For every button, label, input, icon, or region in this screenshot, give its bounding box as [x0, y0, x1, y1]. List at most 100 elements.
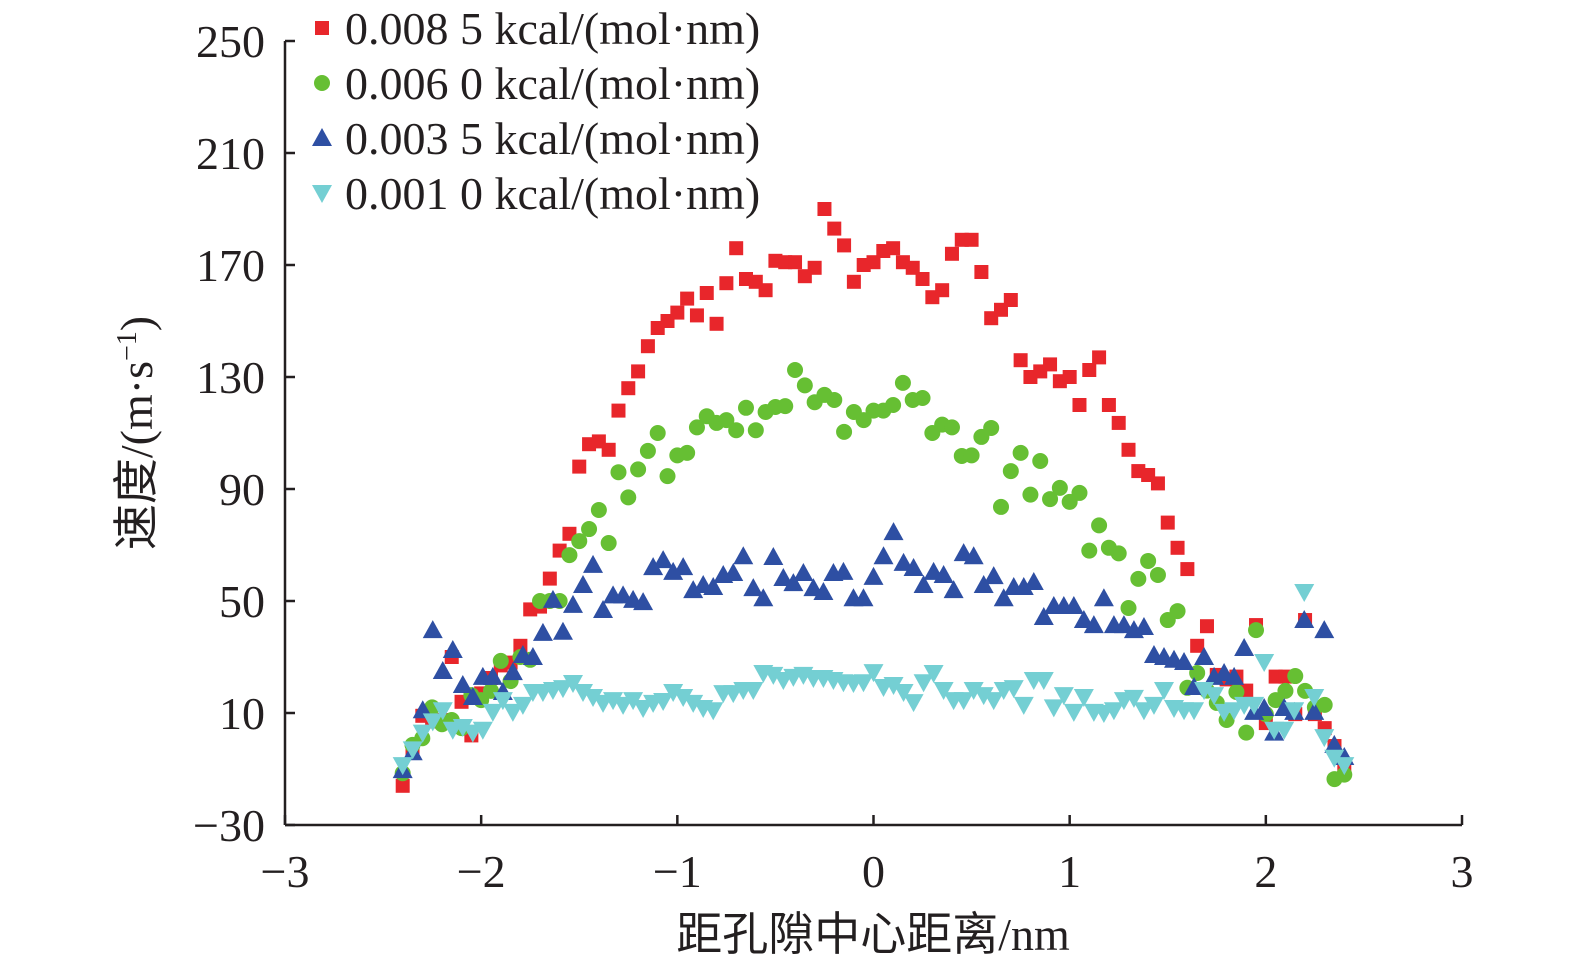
legend-item: 0.006 0 kcal/(mol·nm) [314, 58, 760, 109]
series-triangle-up [392, 522, 1355, 779]
data-point [699, 286, 714, 300]
y-axis-title-main: 速度/(m·s [111, 361, 162, 550]
data-point [1053, 687, 1074, 706]
data-point [729, 241, 744, 256]
data-point [462, 687, 483, 706]
data-point [1174, 652, 1195, 671]
y-tick-label: 90 [219, 464, 265, 515]
data-point [1101, 398, 1116, 412]
data-point [1120, 600, 1137, 616]
data-point [1072, 398, 1087, 412]
data-point [777, 398, 794, 415]
data-point [903, 694, 924, 713]
data-point [1324, 749, 1345, 768]
data-point [532, 622, 553, 641]
data-point [611, 403, 626, 418]
data-point [653, 692, 674, 711]
data-point [1238, 724, 1255, 741]
data-point [914, 390, 931, 406]
data-point [944, 246, 959, 261]
data-point [1248, 622, 1265, 639]
data-point [610, 464, 627, 481]
data-point [1180, 562, 1195, 577]
y-tick-label: 50 [219, 576, 265, 627]
data-point [733, 546, 754, 565]
data-point [827, 221, 842, 236]
y-tick-label: 210 [196, 128, 265, 179]
legend-item: 0.003 5 kcal/(mol·nm) [312, 113, 760, 164]
data-point [663, 684, 684, 702]
data-point [552, 680, 573, 699]
data-point [963, 546, 984, 565]
data-point [422, 713, 443, 732]
y-axis-title: 速度/(m·s−1) [111, 316, 162, 550]
data-point [1022, 486, 1039, 503]
data-point [863, 566, 884, 585]
data-point [1254, 697, 1275, 716]
data-point [1121, 442, 1136, 457]
data-point [796, 377, 813, 394]
data-point [623, 692, 644, 711]
data-point [633, 592, 654, 611]
data-point [1063, 596, 1084, 615]
data-point [793, 563, 814, 581]
data-point [573, 575, 594, 594]
data-point [673, 689, 694, 708]
data-point [846, 274, 861, 289]
data-point [863, 664, 884, 683]
data-point [663, 561, 684, 580]
data-point [763, 666, 784, 685]
data-point [973, 575, 994, 594]
data-point [787, 362, 804, 378]
data-point [1051, 479, 1068, 496]
data-point [1083, 615, 1104, 634]
data-point [1081, 542, 1098, 559]
data-point [492, 652, 509, 669]
data-point [1042, 491, 1059, 508]
data-point [1228, 684, 1245, 700]
data-point [1224, 666, 1245, 685]
data-point [853, 588, 874, 607]
data-point [1071, 484, 1088, 501]
legend-item: 0.008 5 kcal/(mol·nm) [315, 3, 760, 54]
data-point [993, 498, 1010, 515]
data-point [1140, 552, 1157, 569]
data-point [679, 444, 696, 461]
data-point [542, 571, 557, 586]
data-point [1082, 363, 1097, 377]
y-tick-label: 170 [196, 240, 265, 291]
data-point [1133, 617, 1154, 636]
data-point [873, 546, 894, 565]
data-point [933, 564, 954, 583]
data-point [1003, 293, 1018, 307]
data-point [905, 260, 920, 275]
data-points [392, 202, 1355, 793]
data-point [866, 255, 881, 270]
data-point [620, 489, 637, 506]
legend: 0.008 5 kcal/(mol·nm)0.006 0 kcal/(mol·n… [312, 3, 760, 219]
legend-label: 0.008 5 kcal/(mol·nm) [345, 3, 760, 54]
data-point [502, 703, 523, 722]
data-point [1033, 671, 1054, 690]
data-point [813, 582, 834, 601]
data-point [788, 255, 803, 270]
data-point [893, 552, 914, 571]
data-point [923, 664, 944, 683]
data-point [723, 563, 744, 581]
x-axis-title: 距孔隙中心距离/nm [676, 909, 1070, 960]
data-point [680, 291, 695, 306]
data-point [633, 699, 654, 718]
data-point [432, 702, 453, 721]
data-point [689, 308, 704, 323]
data-point [1110, 545, 1127, 562]
series-triangle-down [392, 584, 1355, 776]
data-point [562, 594, 583, 613]
data-point [653, 550, 674, 569]
data-point [1190, 638, 1205, 653]
data-point [1073, 610, 1094, 629]
data-point [1334, 757, 1355, 776]
data-point [1224, 702, 1245, 721]
data-point [1194, 647, 1215, 665]
data-point [743, 682, 764, 701]
data-point [885, 397, 902, 413]
